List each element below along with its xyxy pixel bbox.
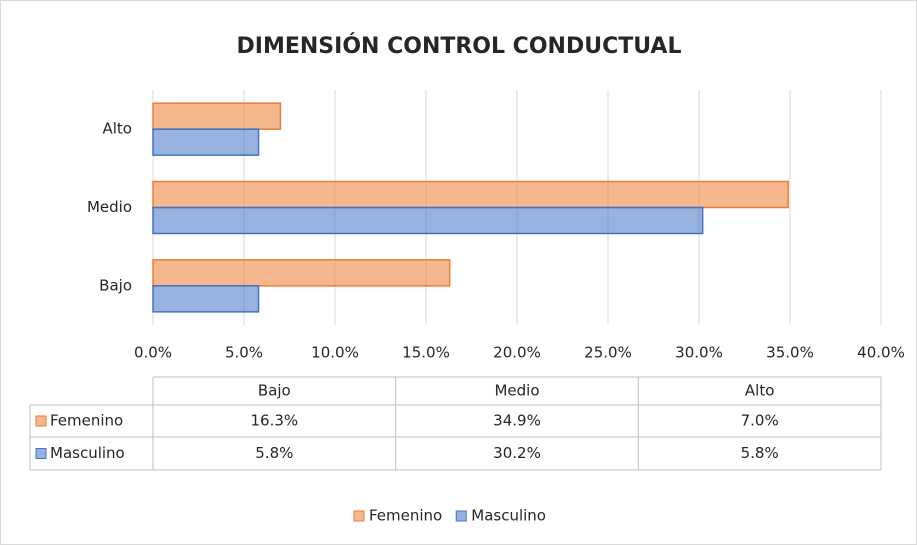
- x-tick-label: 25.0%: [584, 344, 632, 362]
- table-header: Medio: [494, 382, 539, 400]
- bar: [152, 102, 282, 130]
- table-cell: 5.8%: [741, 444, 779, 462]
- bar: [152, 128, 260, 156]
- y-tick-label: Alto: [103, 120, 133, 138]
- x-tick-label: 15.0%: [402, 344, 450, 362]
- x-tick-label: 5.0%: [225, 344, 263, 362]
- table-cell: 34.9%: [493, 412, 541, 430]
- legend-key: [35, 448, 47, 459]
- bar: [152, 259, 451, 287]
- legend-key: [353, 510, 365, 522]
- table-cell: 16.3%: [251, 412, 299, 430]
- table-header: Alto: [745, 382, 775, 400]
- bar: [152, 180, 789, 209]
- bar: [152, 285, 260, 313]
- legend-label: Masculino: [471, 507, 546, 525]
- chart-title: DIMENSIÓN CONTROL CONDUCTUAL: [237, 33, 682, 59]
- x-tick-label: 35.0%: [766, 344, 814, 362]
- table-row-label: Masculino: [50, 444, 125, 462]
- x-tick-label: 40.0%: [857, 344, 905, 362]
- y-tick-label: Bajo: [99, 276, 132, 294]
- bar: [152, 206, 704, 235]
- x-tick-label: 20.0%: [493, 344, 541, 362]
- y-tick-label: Medio: [87, 198, 132, 216]
- table-cell: 30.2%: [493, 444, 541, 462]
- table-row-label: Femenino: [50, 412, 123, 430]
- legend-key: [455, 510, 467, 522]
- x-tick-label: 10.0%: [311, 344, 359, 362]
- x-tick-label: 0.0%: [134, 344, 172, 362]
- legend-label: Femenino: [369, 507, 442, 525]
- x-tick-label: 30.0%: [675, 344, 723, 362]
- table-cell: 7.0%: [741, 412, 779, 430]
- table-header: Bajo: [258, 382, 291, 400]
- table-cell: 5.8%: [255, 444, 293, 462]
- legend-key: [35, 415, 47, 427]
